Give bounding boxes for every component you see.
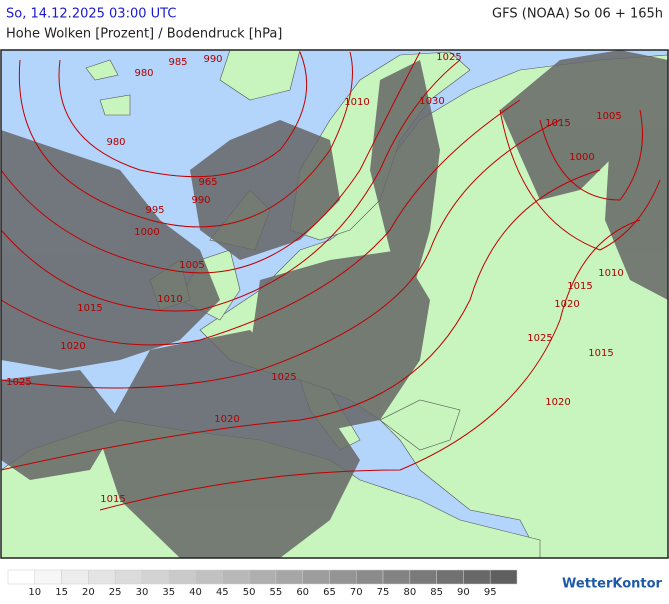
legend-tick-label: 95 bbox=[484, 587, 497, 598]
isobar-label: 1020 bbox=[554, 299, 579, 310]
legend-swatch bbox=[195, 569, 223, 585]
legend-tick-label: 70 bbox=[350, 587, 363, 598]
isobar-label: 1020 bbox=[214, 414, 239, 425]
isobar-label: 1015 bbox=[77, 303, 102, 314]
legend-swatch bbox=[61, 569, 89, 585]
isobars bbox=[0, 51, 661, 511]
legend-swatch bbox=[88, 569, 116, 585]
isobar-label: 1000 bbox=[134, 227, 159, 238]
date-label: So, 14.12.2025 03:00 UTC bbox=[6, 7, 176, 22]
isobar-labels: 985 990 980 980 1025 1030 1010 1015 1005 1000 965 9… bbox=[6, 52, 623, 505]
isobar-label: 1030 bbox=[419, 96, 444, 107]
legend-tick-label: 65 bbox=[323, 587, 336, 598]
isobar-label: 1015 bbox=[567, 281, 592, 292]
cloud-cover bbox=[1, 50, 668, 558]
isobar-label: 1025 bbox=[436, 52, 461, 63]
isobar-label: 1005 bbox=[179, 260, 204, 271]
legend-swatch bbox=[248, 569, 277, 585]
isobar-label: 1005 bbox=[596, 111, 621, 122]
legend-swatch bbox=[168, 569, 196, 585]
legend-swatch bbox=[356, 569, 384, 585]
legend-tick-label: 60 bbox=[296, 587, 309, 598]
isobar-label: 980 bbox=[134, 68, 153, 79]
legend: 10 15 20 25 30 35 40 45 50 55 60 65 70 75 80 85 90 95 bbox=[7, 569, 518, 598]
legend-swatch bbox=[275, 569, 303, 585]
legend-tick-label: 30 bbox=[136, 587, 149, 598]
legend-tick-label: 75 bbox=[377, 587, 390, 598]
isobar-label: 985 bbox=[168, 57, 187, 68]
isobar-label: 990 bbox=[191, 195, 210, 206]
legend-swatch bbox=[489, 569, 518, 585]
isobar-label: 1010 bbox=[157, 294, 182, 305]
legend-tick-label: 80 bbox=[403, 587, 416, 598]
legend-swatch bbox=[7, 569, 36, 585]
legend-tick-label: 50 bbox=[243, 587, 256, 598]
legend-swatch bbox=[141, 569, 169, 585]
legend-swatch bbox=[382, 569, 411, 585]
legend-tick-label: 90 bbox=[457, 587, 470, 598]
legend-swatch bbox=[114, 569, 143, 585]
legend-swatch bbox=[302, 569, 330, 585]
legend-swatch bbox=[222, 569, 250, 585]
isobar-label: 980 bbox=[106, 137, 125, 148]
logo: WetterKontor bbox=[562, 577, 663, 592]
subtitle: Hohe Wolken [Prozent] / Bodendruck [hPa] bbox=[6, 27, 282, 42]
legend-swatch bbox=[34, 569, 62, 585]
legend-tick-label: 25 bbox=[109, 587, 122, 598]
legend-tick-label: 20 bbox=[82, 587, 95, 598]
isobar-label: 1020 bbox=[60, 341, 85, 352]
isobar-label: 1010 bbox=[598, 268, 623, 279]
legend-swatch bbox=[329, 569, 357, 585]
map-frame bbox=[0, 49, 669, 559]
isobar-label: 1015 bbox=[100, 494, 125, 505]
isobar-label: 1015 bbox=[545, 118, 570, 129]
isobar-label: 1010 bbox=[344, 97, 369, 108]
legend-tick-label: 10 bbox=[28, 587, 41, 598]
isobar-label: 1025 bbox=[527, 333, 552, 344]
isobar-label: 1025 bbox=[271, 372, 296, 383]
isobar-label: 965 bbox=[198, 177, 217, 188]
legend-tick-label: 45 bbox=[216, 587, 229, 598]
isobar-label: 990 bbox=[203, 54, 222, 65]
legend-tick-label: 40 bbox=[189, 587, 202, 598]
legend-swatch bbox=[436, 569, 464, 585]
legend-swatch bbox=[409, 569, 437, 585]
legend-tick-label: 35 bbox=[162, 587, 175, 598]
isobar-label: 1025 bbox=[6, 377, 31, 388]
map: 985 990 980 980 1025 1030 1010 1015 1005 1000 965 9… bbox=[0, 49, 669, 559]
model-label: GFS (NOAA) So 06 + 165h bbox=[492, 7, 663, 22]
isobar-label: 1020 bbox=[545, 397, 570, 408]
isobar-label: 995 bbox=[145, 205, 164, 216]
isobar-label: 1015 bbox=[588, 348, 613, 359]
legend-tick-label: 15 bbox=[55, 587, 68, 598]
legend-tick-label: 85 bbox=[430, 587, 443, 598]
legend-swatch bbox=[463, 569, 491, 585]
legend-tick-label: 55 bbox=[270, 587, 283, 598]
isobar-label: 1000 bbox=[569, 152, 594, 163]
